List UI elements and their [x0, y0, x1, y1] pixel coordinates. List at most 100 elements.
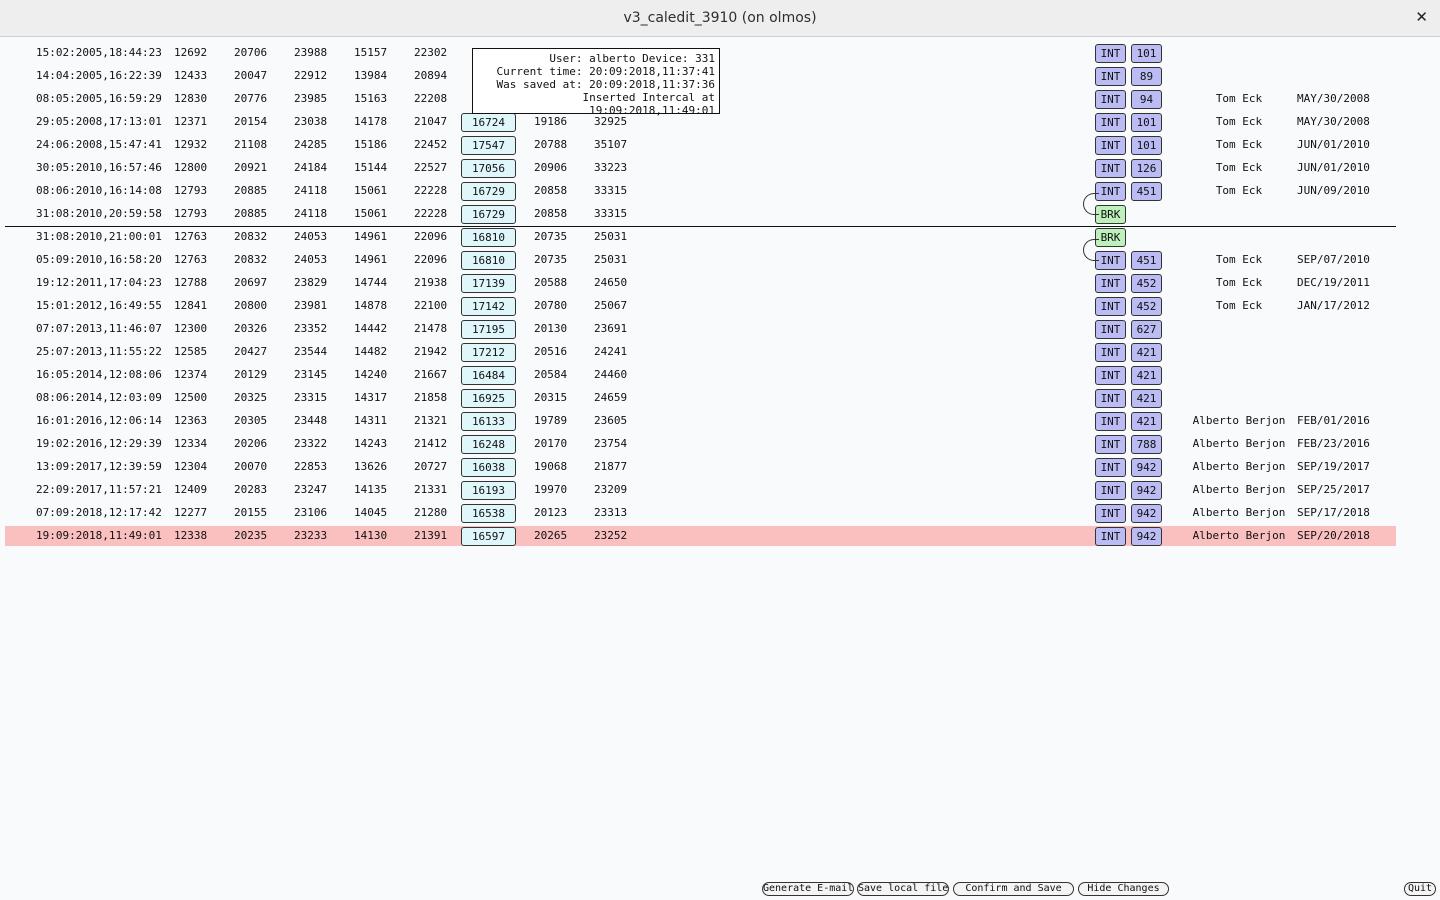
device-number-tag[interactable]: 421	[1131, 389, 1162, 408]
device-number-tag[interactable]: 101	[1131, 136, 1162, 155]
editable-value-box[interactable]: 17139	[461, 274, 516, 293]
break-tag[interactable]: BRK	[1095, 228, 1126, 247]
user-cell: Tom Eck	[1215, 299, 1263, 312]
editable-value-box[interactable]: 16810	[461, 228, 516, 247]
editable-value-box[interactable]: 16038	[461, 458, 516, 477]
value-cell: 12793	[174, 184, 208, 197]
save-local-file-button[interactable]: Save local file	[857, 882, 949, 896]
device-number-tag[interactable]: 942	[1131, 527, 1162, 546]
device-number-tag[interactable]: 101	[1131, 44, 1162, 63]
device-number-tag[interactable]: 788	[1131, 435, 1162, 454]
intercal-tag[interactable]: INT	[1095, 274, 1126, 293]
value-cell: 23313	[594, 506, 628, 519]
table-row[interactable]: 08:06:2014,12:03:09 12500 20325 23315 14317 2…	[0, 387, 1440, 410]
intercal-tag[interactable]: INT	[1095, 366, 1126, 385]
editable-value-box[interactable]: 17056	[461, 159, 516, 178]
hide-changes-button[interactable]: Hide Changes	[1078, 882, 1169, 896]
table-row[interactable]: 08:05:2005,16:59:29 12830 20776 23985 15163 2…	[0, 88, 1440, 111]
editable-value-box[interactable]: 16484	[461, 366, 516, 385]
device-number-tag[interactable]: 942	[1131, 458, 1162, 477]
intercal-tag[interactable]: INT	[1095, 251, 1126, 270]
table-row[interactable]: 07:07:2013,11:46:07 12300 20326 23352 14442 2…	[0, 318, 1440, 341]
editable-value-box[interactable]: 16729	[461, 205, 516, 224]
table-row[interactable]: 15:01:2012,16:49:55 12841 20800 23981 14878 2…	[0, 295, 1440, 318]
value-cell: 21391	[414, 529, 448, 542]
intercal-tag[interactable]: INT	[1095, 343, 1126, 362]
table-row[interactable]: 25:07:2013,11:55:22 12585 20427 23544 14482 2…	[0, 341, 1440, 364]
editable-value-box[interactable]: 16248	[461, 435, 516, 454]
device-number-tag[interactable]: 942	[1131, 481, 1162, 500]
table-row[interactable]: 16:05:2014,12:08:06 12374 20129 23145 14240 2…	[0, 364, 1440, 387]
intercal-tag[interactable]: INT	[1095, 458, 1126, 477]
device-number-tag[interactable]: 101	[1131, 113, 1162, 132]
intercal-tag[interactable]: INT	[1095, 67, 1126, 86]
intercal-tag[interactable]: INT	[1095, 297, 1126, 316]
table-row[interactable]: 13:09:2017,12:39:59 12304 20070 22853 13626 2…	[0, 456, 1440, 479]
intercal-tag[interactable]: INT	[1095, 320, 1126, 339]
device-number-tag[interactable]: 452	[1131, 297, 1162, 316]
device-number-tag[interactable]: 126	[1131, 159, 1162, 178]
intercal-tag[interactable]: INT	[1095, 182, 1126, 201]
value-cell: 21047	[414, 115, 448, 128]
intercal-tag[interactable]: INT	[1095, 481, 1126, 500]
table-row[interactable]: 31:08:2010,21:00:01 12763 20832 24053 14961 2…	[0, 226, 1440, 249]
break-tag[interactable]: BRK	[1095, 205, 1126, 224]
timestamp-cell: 15:02:2005,18:44:23	[36, 46, 162, 59]
table-row[interactable]: 19:09:2018,11:49:01 12338 20235 23233 14130 2…	[0, 525, 1440, 548]
intercal-tag[interactable]: INT	[1095, 90, 1126, 109]
user-cell: Tom Eck	[1215, 138, 1263, 151]
intercal-tag[interactable]: INT	[1095, 412, 1126, 431]
intercal-tag[interactable]: INT	[1095, 527, 1126, 546]
close-icon[interactable]: ✕	[1415, 8, 1428, 26]
generate-email-button[interactable]: Generate E-mail	[762, 882, 854, 896]
editable-value-box[interactable]: 16193	[461, 481, 516, 500]
table-row[interactable]: 05:09:2010,16:58:20 12763 20832 24053 14961 2…	[0, 249, 1440, 272]
intercal-tag[interactable]: INT	[1095, 389, 1126, 408]
editable-value-box[interactable]: 16925	[461, 389, 516, 408]
editable-value-box[interactable]: 17212	[461, 343, 516, 362]
device-number-tag[interactable]: 942	[1131, 504, 1162, 523]
intercal-tag[interactable]: INT	[1095, 504, 1126, 523]
confirm-and-save-button[interactable]: Confirm and Save	[953, 882, 1074, 896]
device-number-tag[interactable]: 89	[1131, 67, 1162, 86]
table-row[interactable]: 14:04:2005,16:22:39 12433 20047 22912 13984 2…	[0, 65, 1440, 88]
table-row[interactable]: 08:06:2010,16:14:08 12793 20885 24118 15061 2…	[0, 180, 1440, 203]
value-cell: 19068	[534, 460, 568, 473]
intercal-tag[interactable]: INT	[1095, 136, 1126, 155]
editable-value-box[interactable]: 16597	[461, 527, 516, 546]
device-number-tag[interactable]: 452	[1131, 274, 1162, 293]
device-number-tag[interactable]: 94	[1131, 90, 1162, 109]
table-row[interactable]: 07:09:2018,12:17:42 12277 20155 23106 14045 2…	[0, 502, 1440, 525]
table-row[interactable]: 30:05:2010,16:57:46 12800 20921 24184 15144 2…	[0, 157, 1440, 180]
device-number-tag[interactable]: 451	[1131, 251, 1162, 270]
editable-value-box[interactable]: 16538	[461, 504, 516, 523]
value-cell: 24053	[294, 253, 328, 266]
editable-value-box[interactable]: 17142	[461, 297, 516, 316]
device-number-tag[interactable]: 627	[1131, 320, 1162, 339]
editable-value-box[interactable]: 17547	[461, 136, 516, 155]
device-number-tag[interactable]: 421	[1131, 366, 1162, 385]
table-row[interactable]: 29:05:2008,17:13:01 12371 20154 23038 14178 2…	[0, 111, 1440, 134]
value-cell: 12800	[174, 161, 208, 174]
intercal-tag[interactable]: INT	[1095, 159, 1126, 178]
value-cell: 20325	[234, 391, 268, 404]
table-row[interactable]: 22:09:2017,11:57:21 12409 20283 23247 14135 2…	[0, 479, 1440, 502]
table-row[interactable]: 15:02:2005,18:44:23 12692 20706 23988 15157 2…	[0, 42, 1440, 65]
table-row[interactable]: 31:08:2010,20:59:58 12793 20885 24118 15061 2…	[0, 203, 1440, 226]
editable-value-box[interactable]: 17195	[461, 320, 516, 339]
device-number-tag[interactable]: 421	[1131, 343, 1162, 362]
table-row[interactable]: 19:02:2016,12:29:39 12334 20206 23322 14243 2…	[0, 433, 1440, 456]
table-row[interactable]: 16:01:2016,12:06:14 12363 20305 23448 14311 2…	[0, 410, 1440, 433]
editable-value-box[interactable]: 16133	[461, 412, 516, 431]
intercal-tag[interactable]: INT	[1095, 113, 1126, 132]
table-row[interactable]: 24:06:2008,15:47:41 12932 21108 24285 15186 2…	[0, 134, 1440, 157]
intercal-tag[interactable]: INT	[1095, 44, 1126, 63]
table-row[interactable]: 19:12:2011,17:04:23 12788 20697 23829 14744 2…	[0, 272, 1440, 295]
device-number-tag[interactable]: 451	[1131, 182, 1162, 201]
intercal-tag[interactable]: INT	[1095, 435, 1126, 454]
editable-value-box[interactable]: 16810	[461, 251, 516, 270]
device-number-tag[interactable]: 421	[1131, 412, 1162, 431]
editable-value-box[interactable]: 16729	[461, 182, 516, 201]
value-cell: 24659	[594, 391, 628, 404]
quit-button[interactable]: Quit	[1404, 882, 1436, 896]
